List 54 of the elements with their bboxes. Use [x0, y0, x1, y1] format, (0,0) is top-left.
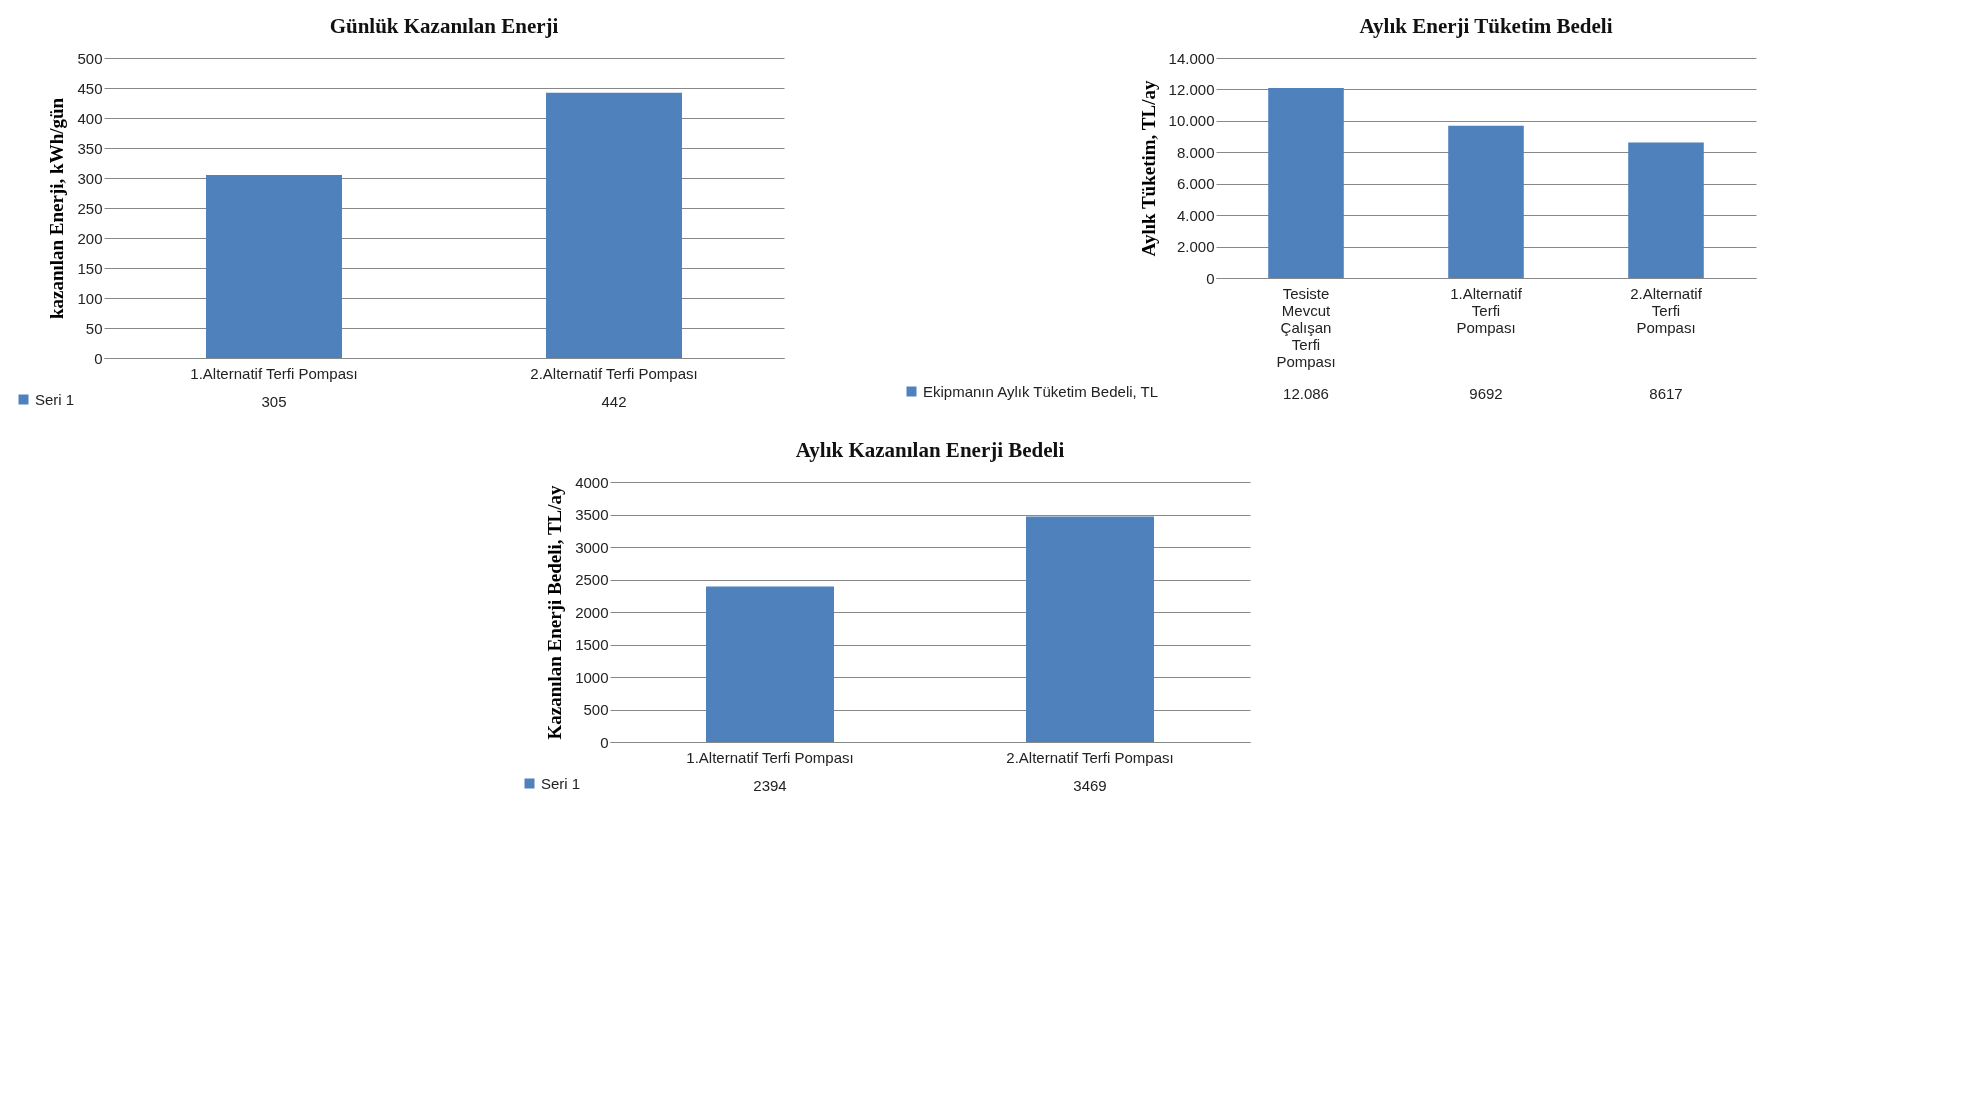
- y-tick-label: 450: [77, 79, 103, 97]
- y-tick-label: 3000: [575, 538, 609, 556]
- y-tick-label: 4.000: [1176, 206, 1215, 224]
- chart-title: Aylık Enerji Tüketim Bedeli: [1359, 14, 1613, 38]
- x-tick-label: 2.Alternatif Terfi Pompası: [530, 364, 698, 382]
- chart-title: Günlük Kazanılan Enerji: [329, 14, 559, 38]
- bar: [1448, 125, 1524, 278]
- y-tick-label: 2.000: [1176, 238, 1215, 256]
- x-tick-label: Tesiste Mevcut Çalışan Terfi Pompası: [1276, 284, 1336, 370]
- legend-label: Seri 1: [35, 390, 75, 408]
- y-axis-title: kazanılan Enerji, kWh/gün: [46, 97, 68, 320]
- y-tick-label: 1500: [575, 636, 609, 653]
- y-tick-label: 50: [85, 319, 103, 337]
- x-tick-label: 2.Alternatif Terfi Pompası: [1006, 748, 1174, 766]
- data-label: 12.086: [1283, 385, 1329, 402]
- bar: [1628, 142, 1704, 278]
- x-tick-label: 1.Alternatif Terfi Pompası: [190, 364, 358, 382]
- data-label: 442: [601, 393, 627, 410]
- y-tick-label: 1000: [575, 668, 609, 686]
- x-tick-label: 1.Alternatif Terfi Pompası: [1450, 284, 1523, 336]
- y-tick-label: 2500: [575, 571, 609, 588]
- y-tick-label: 0: [1206, 269, 1215, 287]
- legend-label: Ekipmanın Aylık Tüketim Bedeli, TL: [923, 382, 1159, 400]
- y-tick-label: 12.000: [1168, 80, 1215, 98]
- y-tick-label: 500: [583, 701, 609, 718]
- x-tick-label: 2.Alternatif Terfi Pompası: [1630, 284, 1703, 336]
- y-tick-label: 14.000: [1168, 49, 1215, 67]
- data-label: 2394: [753, 777, 787, 794]
- y-tick-label: 0: [94, 349, 103, 367]
- data-label: 9692: [1469, 385, 1503, 402]
- y-tick-label: 2000: [575, 603, 609, 621]
- y-axis-title: Aylık Tüketim, TL/ay: [1137, 80, 1159, 257]
- y-tick-label: 0: [600, 733, 609, 751]
- y-tick-label: 500: [77, 49, 103, 67]
- y-tick-label: 10.000: [1168, 112, 1215, 130]
- data-label: 305: [261, 393, 287, 410]
- data-label: 3469: [1073, 777, 1107, 794]
- y-tick-label: 400: [77, 109, 103, 127]
- y-axis-title: Kazanılan Enerji Bedeli, TL/ay: [544, 484, 566, 740]
- y-tick-label: 6.000: [1176, 175, 1215, 193]
- chart-title: Aylık Kazanılan Enerji Bedeli: [795, 438, 1065, 462]
- y-tick-label: 350: [77, 139, 103, 157]
- y-tick-label: 250: [77, 199, 103, 217]
- x-tick-label: 1.Alternatif Terfi Pompası: [686, 748, 854, 766]
- bar: [1268, 88, 1344, 278]
- y-tick-label: 300: [77, 169, 103, 187]
- y-tick-label: 3500: [575, 506, 609, 523]
- y-tick-label: 4000: [575, 473, 609, 491]
- legend-label: Seri 1: [541, 774, 581, 792]
- y-tick-label: 100: [77, 289, 103, 307]
- y-tick-label: 150: [77, 259, 103, 277]
- data-label: 8617: [1649, 385, 1683, 402]
- y-tick-label: 8.000: [1176, 143, 1215, 161]
- y-tick-label: 200: [77, 229, 103, 247]
